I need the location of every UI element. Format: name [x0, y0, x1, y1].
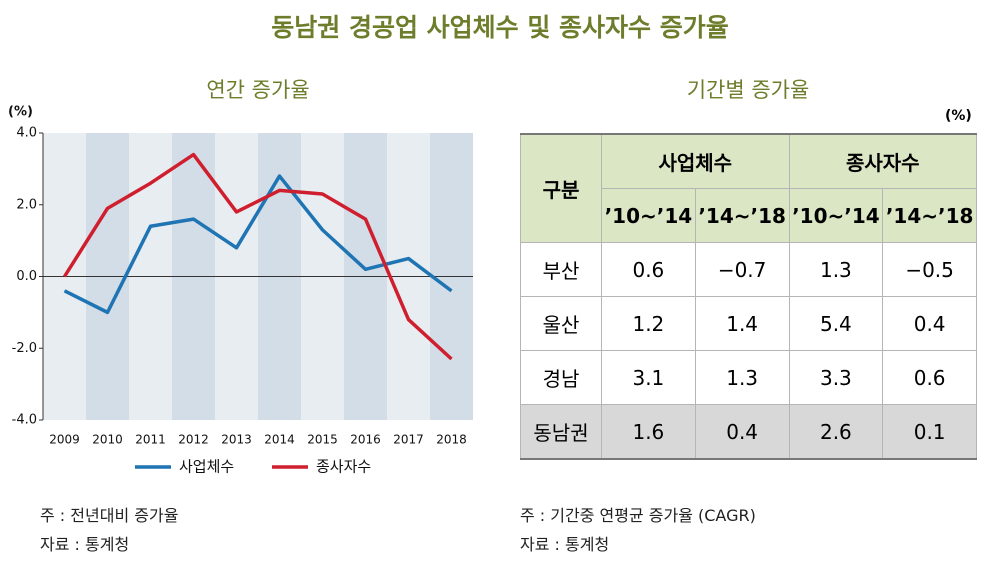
cell: 0.6	[601, 242, 696, 297]
x-tick-label: 2017	[393, 433, 424, 447]
note: 주 : 기간중 연평균 증가율 (CAGR)	[520, 506, 756, 525]
series-line	[63, 152, 453, 361]
y-tick-label: 0.0	[16, 269, 37, 284]
cell: −0.5	[882, 242, 977, 297]
header-cell: 사업체수	[601, 133, 790, 189]
x-tick-label: 2013	[221, 433, 252, 447]
cell: 1.6	[601, 404, 696, 460]
note: 자료 : 통계청	[520, 535, 610, 554]
y-tick-label: -2.0	[12, 341, 37, 356]
y-tick-label: 2.0	[16, 197, 37, 212]
cell: 2.6	[788, 404, 884, 460]
cell: 0.6	[882, 350, 977, 405]
cell: 동남권	[520, 404, 602, 460]
chart-title: 연간 증가율	[206, 78, 310, 102]
chart: (%) -4.0 -2.0 0.0 2.0 4.0 2009 2010 2011 2012 2013…	[8, 105, 473, 476]
cell: 0.4	[694, 404, 790, 460]
table-unit: (%)	[945, 108, 972, 124]
header-cell: ’10~’14	[788, 188, 884, 243]
x-tick-label: 2016	[350, 433, 381, 447]
cell: 1.3	[788, 242, 884, 297]
cell: 3.1	[601, 350, 696, 405]
table: 구분 사업체수 종사자수 ’10~’14 ’14~’18 ’10~’14 ’14…	[520, 133, 977, 460]
main-title: 동남권 경공업 사업체수 및 종사자수 증가율	[271, 13, 729, 42]
cell: 울산	[520, 296, 602, 351]
header-cell: ’14~’18	[694, 188, 790, 243]
cell: 부산	[520, 242, 602, 297]
cell: 1.4	[694, 296, 790, 351]
y-tick-label: 4.0	[16, 126, 37, 141]
header-cell: 구분	[520, 133, 602, 243]
header-cell: ’10~’14	[601, 188, 696, 243]
y-tick-label: -4.0	[12, 413, 37, 428]
cell: 1.2	[601, 296, 696, 351]
legend-label: 사업체수	[179, 458, 234, 476]
x-tick-label: 2012	[178, 433, 209, 447]
cell: 0.1	[882, 404, 977, 460]
cell: −0.7	[694, 242, 790, 297]
x-tick-label: 2011	[135, 433, 166, 447]
cell: 1.3	[694, 350, 790, 405]
table-title: 기간별 증가율	[686, 78, 810, 102]
legend-label: 종사자수	[316, 458, 371, 476]
cell: 5.4	[788, 296, 884, 351]
x-tick-label: 2010	[92, 433, 123, 447]
note: 주 : 전년대비 증가율	[40, 506, 179, 525]
series-line	[63, 174, 453, 315]
y-axis-label: (%)	[8, 105, 33, 120]
cell: 0.4	[882, 296, 977, 351]
x-tick-label: 2015	[307, 433, 338, 447]
cell: 3.3	[788, 350, 884, 405]
x-tick-label: 2009	[49, 433, 80, 447]
note: 자료 : 통계청	[40, 535, 130, 554]
x-tick-label: 2018	[436, 433, 467, 447]
header-cell: ’14~’18	[882, 188, 977, 243]
cell: 경남	[520, 350, 602, 405]
x-tick-label: 2014	[264, 433, 295, 447]
header-cell: 종사자수	[788, 133, 977, 189]
